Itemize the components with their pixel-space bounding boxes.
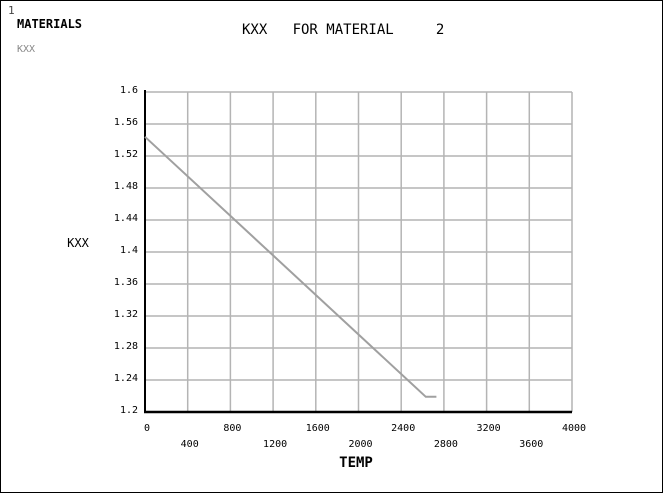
x-tick-label: 400 <box>181 439 199 450</box>
y-tick-label: 1.2 <box>120 405 138 416</box>
header-title: MATERIALS <box>17 17 83 31</box>
x-tick-label: 2000 <box>348 439 372 450</box>
y-tick-label: 1.56 <box>114 117 138 128</box>
x-tick-label: 2800 <box>434 439 458 450</box>
x-tick-label: 1600 <box>306 423 330 434</box>
axes <box>144 90 572 414</box>
x-tick-label: 3200 <box>477 423 501 434</box>
y-tick-label: 1.6 <box>120 85 138 96</box>
chart-title: KXX FOR MATERIAL 2 <box>242 22 445 38</box>
x-tick-label: 4000 <box>562 423 586 434</box>
x-tick-label: 800 <box>223 423 241 434</box>
y-axis-label: KXX <box>67 236 89 250</box>
grid-lines <box>145 91 573 412</box>
tick-labels: 0 400 800 1200 1600 2000 2400 2800 3200 3600 4000 1… <box>114 85 586 450</box>
y-tick-label: 1.44 <box>114 213 138 224</box>
window-number: 1 <box>8 4 15 17</box>
series-group <box>144 136 437 398</box>
y-tick-label: 1.52 <box>114 149 138 160</box>
series-line <box>144 136 437 398</box>
x-tick-label: 3600 <box>519 439 543 450</box>
y-tick-label: 1.28 <box>114 341 138 352</box>
header-subtitle: KXX <box>17 44 36 55</box>
y-tick-label: 1.4 <box>120 245 138 256</box>
y-tick-label: 1.48 <box>114 181 138 192</box>
x-tick-label: 0 <box>144 423 150 434</box>
y-tick-label: 1.32 <box>114 309 138 320</box>
x-tick-label: 2400 <box>391 423 415 434</box>
x-axis-label: TEMP <box>339 455 373 471</box>
y-tick-label: 1.24 <box>114 373 138 384</box>
y-tick-label: 1.36 <box>114 277 138 288</box>
x-tick-label: 1200 <box>263 439 287 450</box>
